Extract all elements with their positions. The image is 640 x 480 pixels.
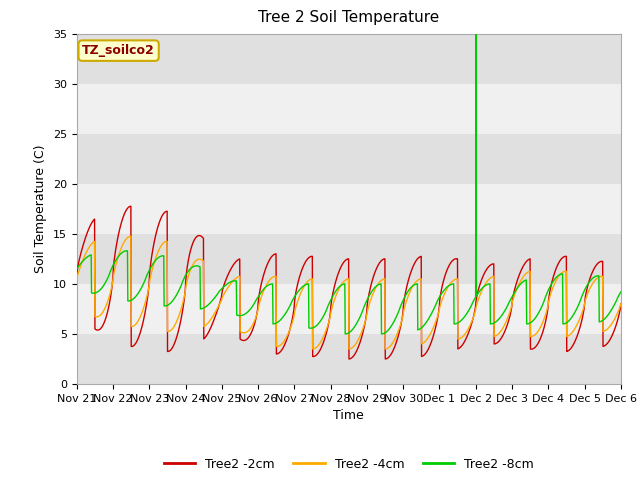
- Bar: [77, 234, 621, 284]
- Tree2 -2cm: [505, 317, 513, 323]
- Bar: [77, 284, 621, 334]
- Tree2 -8cm: [434, 298, 442, 304]
- Tree2 -2cm: [181, 290, 189, 296]
- Text: TZ_soilco2: TZ_soilco2: [82, 44, 155, 57]
- Title: Tree 2 Soil Temperature: Tree 2 Soil Temperature: [258, 11, 440, 25]
- Bar: [77, 34, 621, 84]
- Tree2 -2cm: [617, 301, 625, 307]
- Y-axis label: Soil Temperature (C): Soil Temperature (C): [35, 144, 47, 273]
- Bar: [77, 184, 621, 234]
- Tree2 -8cm: [617, 289, 625, 295]
- Tree2 -8cm: [505, 300, 513, 306]
- Tree2 -2cm: [553, 264, 561, 269]
- Bar: [77, 134, 621, 184]
- Bar: [77, 84, 621, 134]
- Tree2 -2cm: [127, 204, 134, 209]
- Tree2 -4cm: [505, 312, 513, 318]
- Tree2 -4cm: [181, 290, 189, 296]
- Tree2 -4cm: [434, 312, 442, 318]
- Tree2 -4cm: [127, 233, 134, 239]
- Tree2 -4cm: [553, 276, 561, 282]
- Line: Tree2 -4cm: Tree2 -4cm: [77, 236, 621, 349]
- Line: Tree2 -2cm: Tree2 -2cm: [77, 206, 621, 359]
- Tree2 -2cm: [73, 271, 81, 277]
- Tree2 -8cm: [341, 331, 349, 337]
- Legend: Tree2 -2cm, Tree2 -4cm, Tree2 -8cm: Tree2 -2cm, Tree2 -4cm, Tree2 -8cm: [159, 453, 539, 476]
- Tree2 -8cm: [553, 274, 561, 280]
- Tree2 -4cm: [255, 302, 263, 308]
- Tree2 -4cm: [195, 256, 202, 262]
- Tree2 -2cm: [255, 293, 263, 299]
- Tree2 -4cm: [617, 301, 625, 307]
- Tree2 -4cm: [309, 346, 317, 352]
- Tree2 -2cm: [434, 314, 442, 320]
- Tree2 -8cm: [472, 31, 480, 36]
- Tree2 -8cm: [73, 266, 81, 272]
- Tree2 -2cm: [195, 233, 202, 239]
- Bar: [77, 334, 621, 384]
- X-axis label: Time: Time: [333, 409, 364, 422]
- Tree2 -2cm: [345, 356, 353, 362]
- Tree2 -4cm: [73, 276, 81, 282]
- Line: Tree2 -8cm: Tree2 -8cm: [77, 34, 621, 334]
- Tree2 -8cm: [180, 275, 188, 280]
- Tree2 -8cm: [255, 293, 262, 299]
- Tree2 -8cm: [194, 263, 202, 269]
